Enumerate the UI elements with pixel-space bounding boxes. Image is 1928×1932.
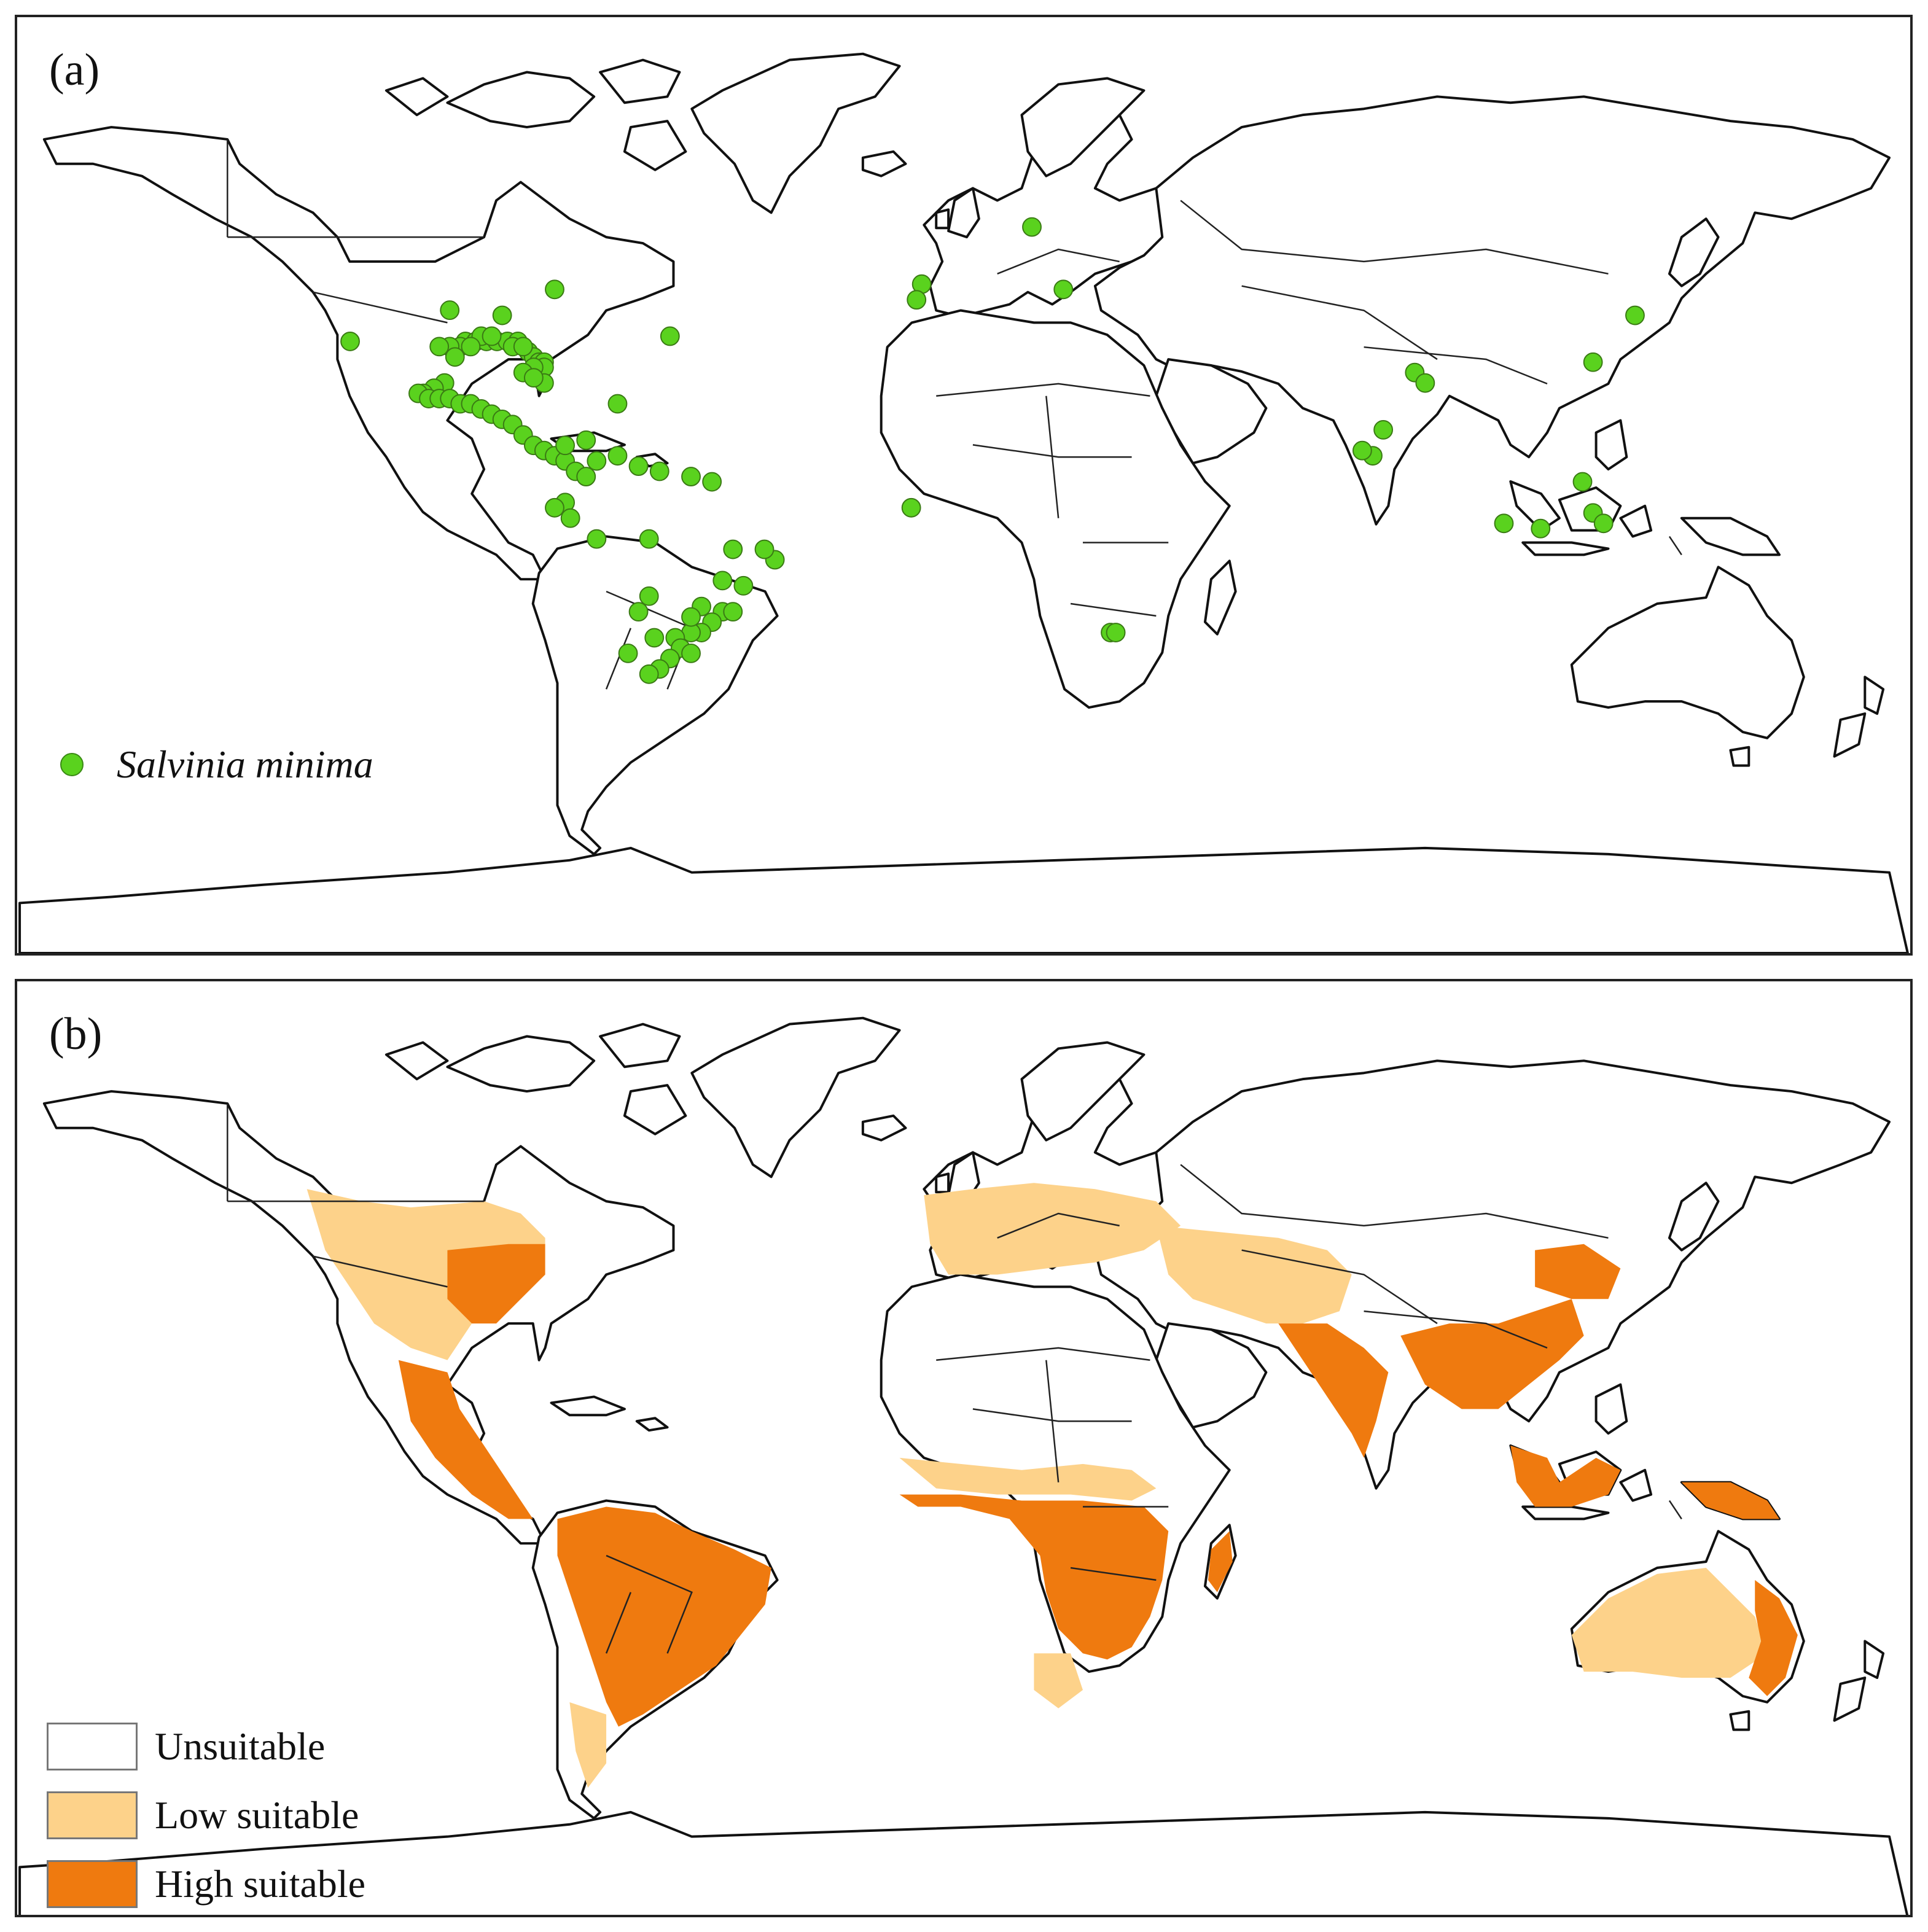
occurrence-point: [723, 539, 743, 559]
legend-swatch: [47, 1791, 138, 1839]
low-suitable-southern-africa: [1034, 1653, 1083, 1708]
high-suitable-indonesia: [1510, 1446, 1621, 1507]
occurrence-point: [639, 586, 659, 606]
occurrence-point: [545, 497, 564, 518]
occurrence-point: [1415, 373, 1435, 393]
occurrence-point: [576, 467, 596, 486]
high-suitable-central-africa: [899, 1494, 1169, 1660]
legend-label: Unsuitable: [155, 1724, 326, 1768]
occurrence-point: [560, 508, 580, 528]
occurrence-point: [513, 337, 533, 357]
occurrence-point: [723, 602, 743, 622]
occurrence-point: [607, 394, 628, 414]
legend-label: Salvinia minima: [117, 742, 373, 786]
occurrence-point: [907, 290, 927, 310]
high-suitable-mexico: [398, 1360, 533, 1519]
occurrence-point: [733, 575, 754, 596]
occurrence-point: [587, 451, 607, 471]
occurrence-point: [681, 607, 701, 627]
occurrence-point: [340, 332, 360, 351]
high-suitable-new-guinea: [1681, 1482, 1780, 1519]
occurrence-point: [1053, 279, 1074, 300]
occurrence-point: [639, 664, 659, 684]
occurrence-point: [545, 279, 564, 300]
occurrence-point: [660, 326, 680, 346]
legend-item-high-suitable: High suitable: [47, 1850, 366, 1915]
occurrence-point: [445, 347, 465, 367]
low-suitable-sahel: [899, 1457, 1157, 1501]
occurrence-point: [649, 461, 669, 481]
occurrence-point: [901, 497, 921, 518]
occurrence-point: [523, 368, 544, 388]
occurrence-point: [628, 456, 649, 476]
occurrence-point: [681, 643, 701, 663]
panel-label: (a): [49, 45, 100, 95]
low-suitable-australia: [1571, 1567, 1768, 1678]
occurrence-point: [1022, 217, 1042, 237]
occurrence-point: [429, 337, 450, 357]
map-panel-a: (a) Salvinia minima: [15, 15, 1913, 956]
occurrence-point: [1531, 518, 1551, 539]
legend-label: Low suitable: [155, 1793, 359, 1837]
low-suitable-europe: [924, 1183, 1181, 1275]
high-suitable-southeast-asia: [1400, 1299, 1584, 1409]
occurrence-point: [712, 571, 733, 591]
high-suitable-madagascar: [1208, 1531, 1233, 1592]
occurrence-points: [340, 217, 1645, 684]
low-suitable-areas: [306, 1183, 1768, 1788]
high-suitable-southeast-us: [447, 1244, 545, 1324]
high-suitable-areas: [398, 1244, 1798, 1727]
low-suitable-north-america: [306, 1189, 545, 1360]
occurrence-map: [18, 52, 1909, 953]
occurrence-point: [1373, 419, 1394, 440]
occurrence-point: [639, 529, 659, 549]
high-suitable-east-australia: [1749, 1579, 1798, 1696]
legend-swatch: [47, 1723, 138, 1770]
occurrence-point: [754, 539, 775, 559]
occurrence-legend-marker: [60, 753, 84, 776]
suitability-map: [18, 1016, 1909, 1915]
high-suitable-south-america: [557, 1506, 771, 1727]
legend-label: High suitable: [155, 1862, 366, 1906]
occurrence-point: [628, 602, 649, 622]
occurrence-point: [1494, 513, 1514, 534]
occurrence-point: [681, 467, 701, 486]
occurrence-point: [492, 305, 512, 325]
occurrence-point: [555, 435, 576, 456]
occurrence-point: [461, 337, 481, 357]
occurrence-point: [1583, 352, 1603, 372]
legend-item-unsuitable: Unsuitable: [47, 1712, 365, 1781]
occurrence-point: [1572, 472, 1593, 492]
legend: Unsuitable Low suitable High suitable: [47, 1712, 366, 1915]
occurrence-point: [440, 300, 460, 321]
occurrence-point: [576, 430, 596, 450]
occurrence-point: [607, 446, 628, 466]
occurrence-point: [587, 529, 607, 549]
occurrence-point: [482, 326, 502, 346]
occurrence-point: [618, 643, 638, 663]
occurrence-point: [644, 628, 665, 648]
low-suitable-south-america: [569, 1702, 607, 1788]
low-suitable-middle-east: [1156, 1225, 1352, 1324]
occurrence-point: [1352, 440, 1372, 461]
occurrence-point: [702, 472, 722, 492]
high-suitable-south-china: [1535, 1244, 1621, 1299]
legend-swatch: [47, 1860, 138, 1908]
occurrence-point: [1625, 305, 1645, 325]
legend-item-low-suitable: Low suitable: [47, 1781, 365, 1850]
occurrence-point: [1593, 513, 1614, 534]
high-suitable-india: [1278, 1323, 1389, 1458]
panel-label: (b): [49, 1009, 103, 1059]
occurrence-point: [1106, 623, 1126, 642]
map-panel-b: (b) Unsuitable Low suitable High suitabl…: [15, 979, 1913, 1917]
legend: Salvinia minima: [60, 742, 373, 787]
